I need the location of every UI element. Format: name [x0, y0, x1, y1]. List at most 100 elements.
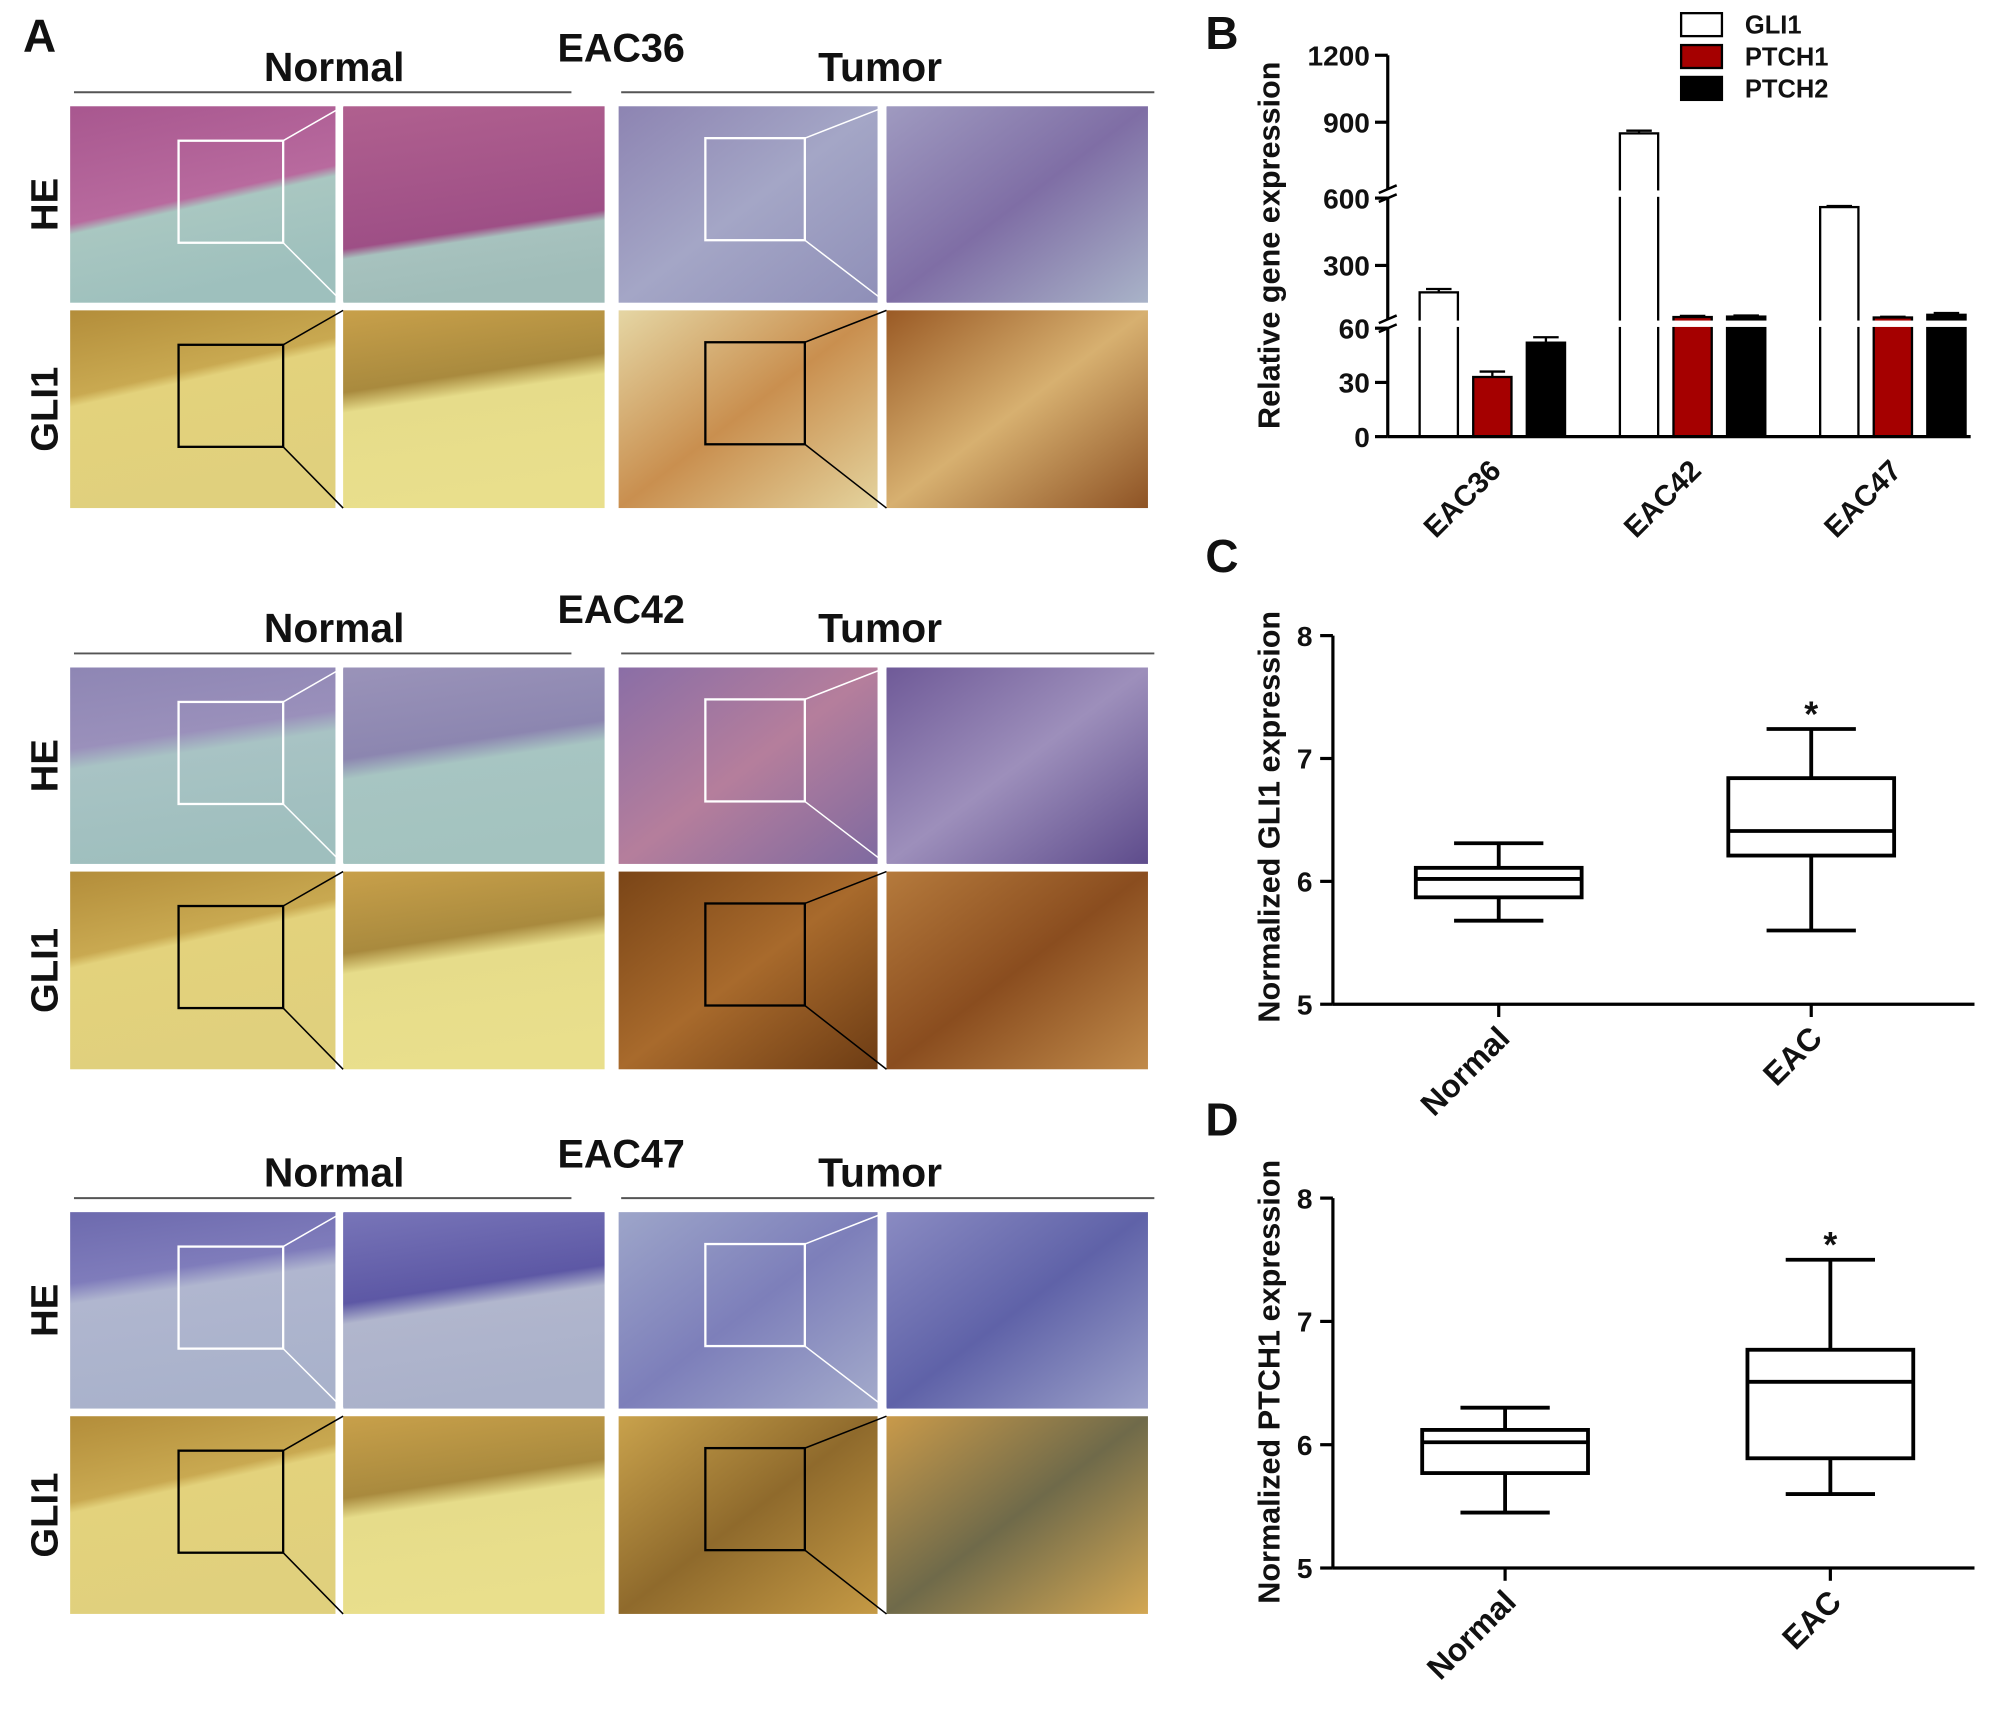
error-bar [1426, 287, 1452, 293]
zoom-line [282, 1415, 344, 1452]
axis-break-mark [1378, 184, 1398, 195]
y-tick-label: 300 [1323, 251, 1370, 282]
zoom-line [804, 1211, 887, 1245]
y-tick-label: 60 [1339, 313, 1370, 344]
zoom-line [804, 1004, 887, 1070]
significance-mark: * [1804, 694, 1818, 734]
stain-label: GLI1 [23, 928, 66, 1013]
micrograph [618, 310, 878, 509]
micrograph [70, 1416, 336, 1614]
axis-break-gap [1372, 320, 1975, 327]
legend-swatch [1679, 12, 1724, 38]
zoom-line [804, 800, 887, 865]
x-tick-label: EAC42 [1618, 454, 1708, 544]
sample-header: EAC42 [557, 588, 684, 632]
y-tick-label: 8 [1297, 621, 1313, 652]
zoom-line [804, 1345, 887, 1410]
error-bar [1679, 314, 1706, 318]
y-tick-label: 900 [1323, 107, 1370, 138]
error-bar [1826, 204, 1853, 208]
tumor-header: Tumor [818, 44, 942, 90]
error-bar [1479, 370, 1506, 378]
micrograph [886, 310, 1148, 509]
micrograph [618, 871, 878, 1070]
zoom-box [704, 1242, 806, 1348]
x-tick-label: Normal [1413, 1019, 1516, 1122]
zoom-box [177, 904, 285, 1010]
sample-header: EAC47 [557, 1132, 684, 1176]
normal-header: Normal [264, 1150, 405, 1196]
x-tick-label: EAC47 [1818, 454, 1908, 544]
bar [1872, 316, 1914, 438]
micrograph [70, 310, 336, 509]
legend-swatch [1679, 43, 1724, 70]
zoom-box [704, 137, 806, 242]
stain-label: HE [23, 178, 66, 231]
y-tick-label: 8 [1297, 1183, 1313, 1214]
legend-label: PTCH1 [1745, 43, 1829, 71]
legend-label: PTCH2 [1745, 75, 1829, 103]
x-tick-label: EAC36 [1417, 454, 1507, 544]
stain-label: HE [23, 1284, 66, 1337]
micrograph [343, 310, 605, 509]
x-tick-label: Normal [1420, 1583, 1523, 1686]
zoom-line [282, 446, 344, 509]
normal-header: Normal [264, 605, 405, 651]
zoom-box [177, 343, 285, 448]
y-tick-label: 1200 [1307, 40, 1369, 71]
zoom-line [804, 870, 887, 905]
zoom-line [804, 239, 887, 304]
zoom-line [282, 242, 344, 304]
bar [1525, 341, 1567, 438]
zoom-box [704, 902, 806, 1007]
y-tick-label: 0 [1354, 422, 1370, 453]
micrograph [343, 1212, 605, 1409]
micrograph [886, 1212, 1148, 1409]
micrograph [70, 667, 336, 864]
zoom-line [804, 105, 887, 139]
zoom-box [177, 1245, 285, 1350]
panel-letter: D [1205, 1094, 1238, 1146]
box [1745, 1347, 1916, 1461]
tumor-header: Tumor [818, 605, 942, 651]
stain-label: HE [23, 739, 66, 792]
zoom-line [804, 666, 887, 701]
error-bar [1880, 315, 1906, 318]
zoom-line [282, 1007, 344, 1070]
zoom-line [282, 105, 344, 142]
zoom-line [804, 309, 887, 343]
y-tick-label: 7 [1297, 744, 1313, 775]
micrograph [618, 667, 878, 864]
micrograph [343, 871, 605, 1070]
micrograph [343, 667, 605, 864]
panel-letter: C [1205, 530, 1238, 582]
sample-header: EAC36 [557, 27, 684, 71]
normal-header: Normal [264, 44, 405, 90]
bar [1618, 132, 1660, 438]
x-tick-label: EAC [1775, 1583, 1848, 1656]
zoom-box [177, 700, 285, 806]
box [1413, 865, 1584, 900]
zoom-box [177, 1449, 285, 1554]
zoom-line [804, 1415, 887, 1449]
zoom-box [177, 139, 285, 244]
y-tick-label: 5 [1297, 989, 1313, 1020]
bar [1926, 313, 1967, 438]
tumor-header: Tumor [818, 1150, 942, 1196]
y-axis-label: Normalized GLI1 expression [1252, 611, 1286, 1023]
micrograph [618, 1212, 878, 1409]
stain-label: GLI1 [23, 1473, 66, 1558]
zoom-line [282, 1552, 344, 1615]
bar [1672, 315, 1713, 438]
micrograph [886, 871, 1148, 1070]
zoom-box [704, 341, 806, 446]
panel-letter: B [1205, 7, 1238, 59]
y-tick-label: 600 [1323, 183, 1370, 214]
zoom-box [704, 698, 806, 803]
y-axis-label: Relative gene expression [1252, 62, 1286, 429]
box [1420, 1428, 1590, 1475]
bar [1725, 315, 1767, 438]
zoom-line [804, 443, 887, 509]
